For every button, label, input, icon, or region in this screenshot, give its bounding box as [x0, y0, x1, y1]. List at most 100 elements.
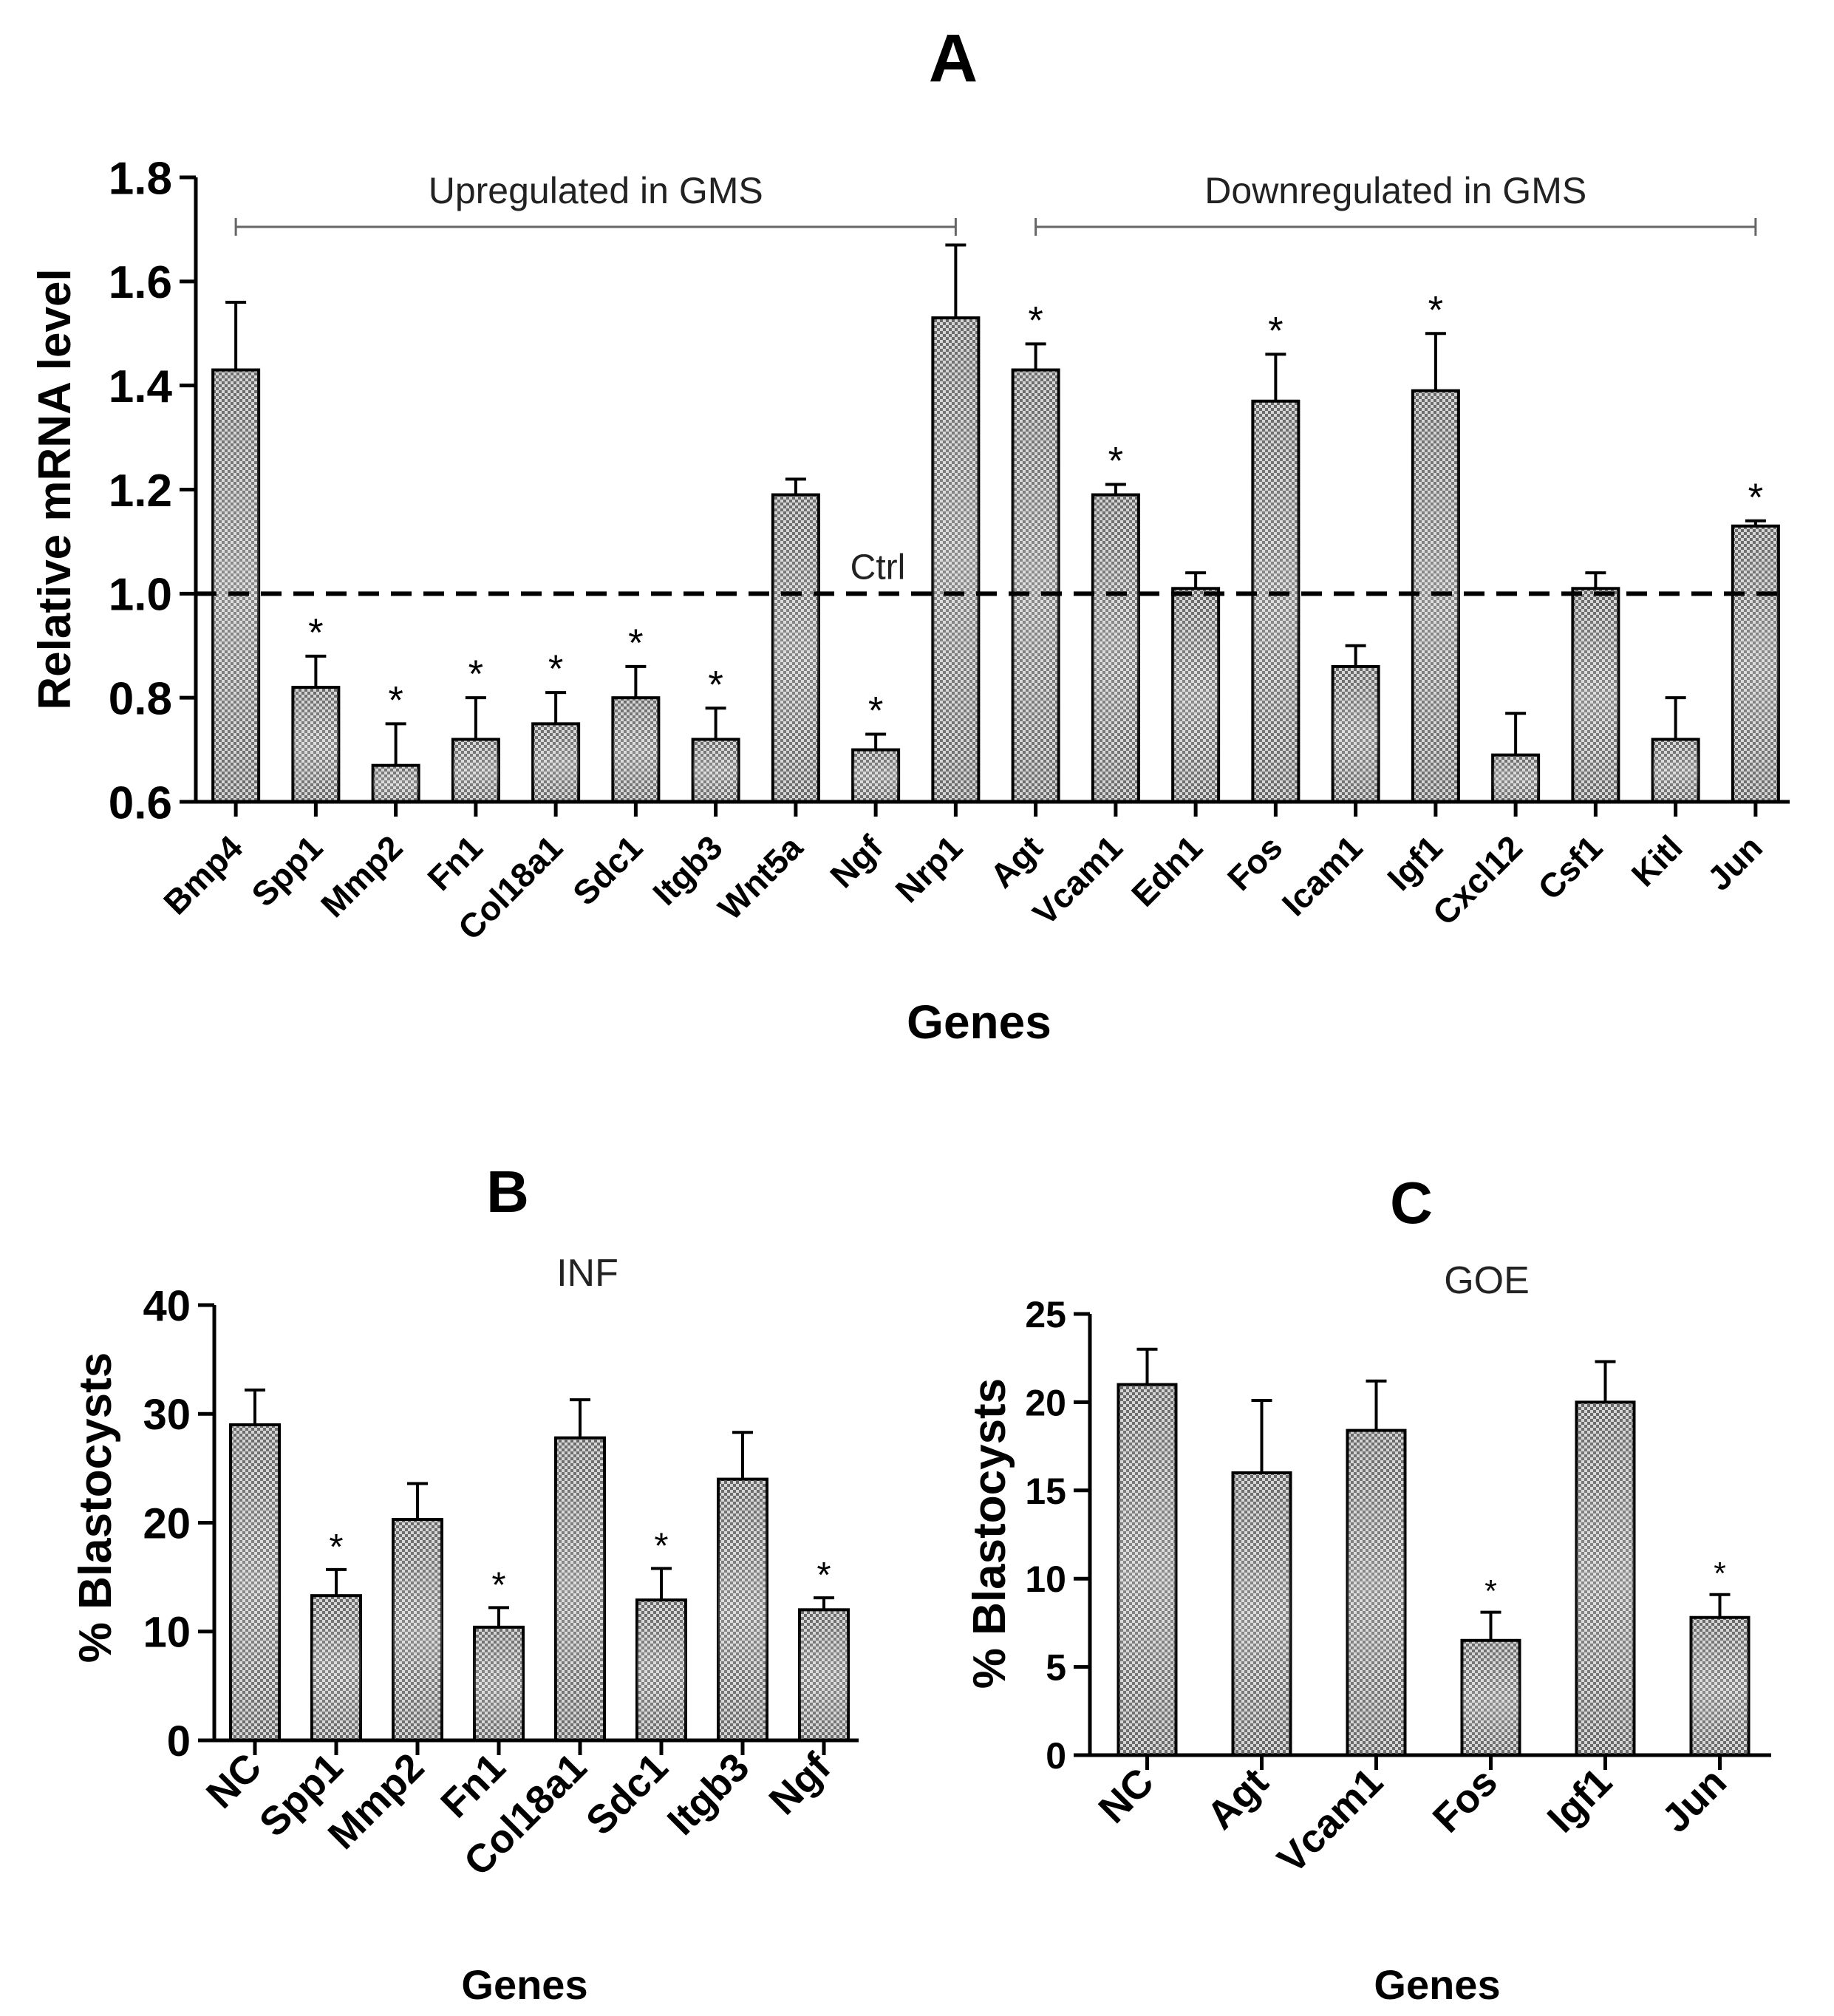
y-tick-label: 30: [143, 1391, 191, 1439]
significance-star: *: [329, 1527, 343, 1567]
significance-star: *: [1028, 299, 1043, 342]
x-tick-label: NC: [1090, 1760, 1162, 1832]
x-tick-label: Vcam1: [1269, 1760, 1391, 1882]
significance-star: *: [491, 1564, 505, 1605]
bar-shading: [474, 1627, 523, 1740]
significance-star: *: [708, 663, 723, 706]
reference-label: Ctrl: [850, 548, 906, 587]
x-tick-label: Itgb3: [659, 1745, 758, 1844]
y-tick-label: 5: [1046, 1647, 1066, 1689]
significance-star: *: [817, 1555, 831, 1596]
bar-shading: [1252, 401, 1299, 802]
x-tick-label: Fn1: [420, 828, 490, 898]
y-tick-label: 0.6: [109, 777, 172, 828]
y-axis-title: Relative mRNA level: [30, 268, 81, 709]
y-tick-label: 25: [1025, 1294, 1066, 1335]
y-tick-label: 1.6: [109, 257, 172, 308]
x-tick-label: Vcam1: [1025, 828, 1130, 933]
significance-star: *: [308, 611, 324, 655]
bar-shading: [1012, 370, 1059, 803]
x-axis-title: Genes: [1374, 1961, 1500, 2008]
x-tick-label: Sdc1: [565, 828, 650, 913]
bar-shading: [372, 765, 419, 802]
x-tick-label: Mmp2: [313, 828, 410, 924]
significance-star: *: [1484, 1575, 1497, 1610]
x-tick-label: Kitl: [1624, 828, 1690, 893]
y-tick-label: 1.4: [109, 361, 173, 412]
y-tick-label: 10: [143, 1609, 191, 1657]
x-tick-label: Igf1: [1380, 828, 1450, 898]
y-tick-label: 1.2: [109, 466, 172, 517]
bar-shading: [1233, 1472, 1291, 1755]
chart-layer: A * * * * * * * * * * * * Ctrl Upregulated in GMS Downr…: [30, 21, 1790, 2008]
y-tick-label: 1.8: [109, 153, 172, 204]
y-axis-title: % Blastocysts: [964, 1378, 1015, 1689]
x-axis-title: Genes: [907, 995, 1051, 1049]
bar-shading: [1332, 666, 1379, 802]
significance-star: *: [388, 678, 403, 722]
y-tick-label: 40: [143, 1282, 191, 1330]
bar-shading: [452, 739, 499, 802]
panel-letter: A: [929, 21, 978, 96]
significance-star: *: [1108, 439, 1124, 483]
bar-shading: [853, 749, 899, 802]
significance-star: *: [548, 647, 564, 691]
bar-shading: [556, 1437, 604, 1740]
significance-star: *: [868, 689, 884, 732]
bar-shading: [772, 494, 819, 802]
significance-star: *: [468, 653, 484, 696]
x-tick-label: Fos: [1425, 1760, 1506, 1841]
y-tick-label: 20: [1025, 1382, 1066, 1423]
x-tick-label: Wnt5a: [711, 828, 811, 927]
bar-shading: [231, 1424, 279, 1740]
bar-shading: [800, 1610, 848, 1740]
chart-panel-a: A * * * * * * * * * * * * Ctrl Upregulated in GMS Downr…: [30, 21, 1790, 1049]
x-tick-label: Fos: [1220, 828, 1290, 898]
bar-shading: [718, 1479, 767, 1740]
x-tick-label: Nrp1: [888, 828, 970, 910]
significance-star: *: [654, 1525, 668, 1566]
bar-shading: [533, 723, 579, 802]
bar-shading: [213, 370, 259, 803]
bar-shading: [293, 687, 339, 802]
panel-letter: B: [486, 1159, 529, 1225]
y-tick-label: 0.8: [109, 673, 172, 724]
x-tick-label: Jun: [1654, 1760, 1735, 1841]
significance-star: *: [1748, 476, 1764, 520]
x-tick-label: Agt: [983, 828, 1050, 895]
x-axis-title: Genes: [461, 1961, 587, 2008]
x-tick-label: Csf1: [1530, 828, 1609, 907]
bar-shading: [1462, 1640, 1520, 1755]
bar-shading: [1572, 588, 1619, 802]
bar-shading: [637, 1600, 686, 1740]
bar-shading: [1652, 739, 1699, 802]
bar-shading: [933, 318, 979, 802]
y-tick-label: 10: [1025, 1559, 1066, 1600]
bar-shading: [1173, 588, 1219, 802]
y-tick-label: 0: [1046, 1735, 1066, 1777]
x-tick-label: Agt: [1199, 1760, 1277, 1838]
bar-shading: [1092, 494, 1139, 802]
bar-shading: [1493, 755, 1539, 802]
bar-shading: [1576, 1402, 1634, 1755]
x-tick-label: Ngf: [822, 828, 890, 895]
bar-shading: [692, 739, 739, 802]
x-tick-label: Cxcl12: [1425, 828, 1530, 933]
significance-star: *: [628, 622, 644, 665]
chart-title: INF: [556, 1252, 618, 1295]
x-tick-label: Edn1: [1124, 828, 1210, 913]
bar-shading: [1691, 1617, 1749, 1755]
y-tick-label: 15: [1025, 1471, 1066, 1512]
panel-letter: C: [1390, 1170, 1433, 1236]
significance-star: *: [1428, 288, 1444, 332]
bar-shading: [1412, 390, 1459, 802]
y-tick-label: 0: [167, 1717, 191, 1765]
group-label: Upregulated in GMS: [429, 170, 763, 211]
bar-shading: [1118, 1384, 1176, 1755]
y-axis-title: % Blastocysts: [70, 1352, 121, 1663]
group-label: Downregulated in GMS: [1204, 170, 1586, 211]
x-tick-label: Ngf: [760, 1744, 839, 1823]
